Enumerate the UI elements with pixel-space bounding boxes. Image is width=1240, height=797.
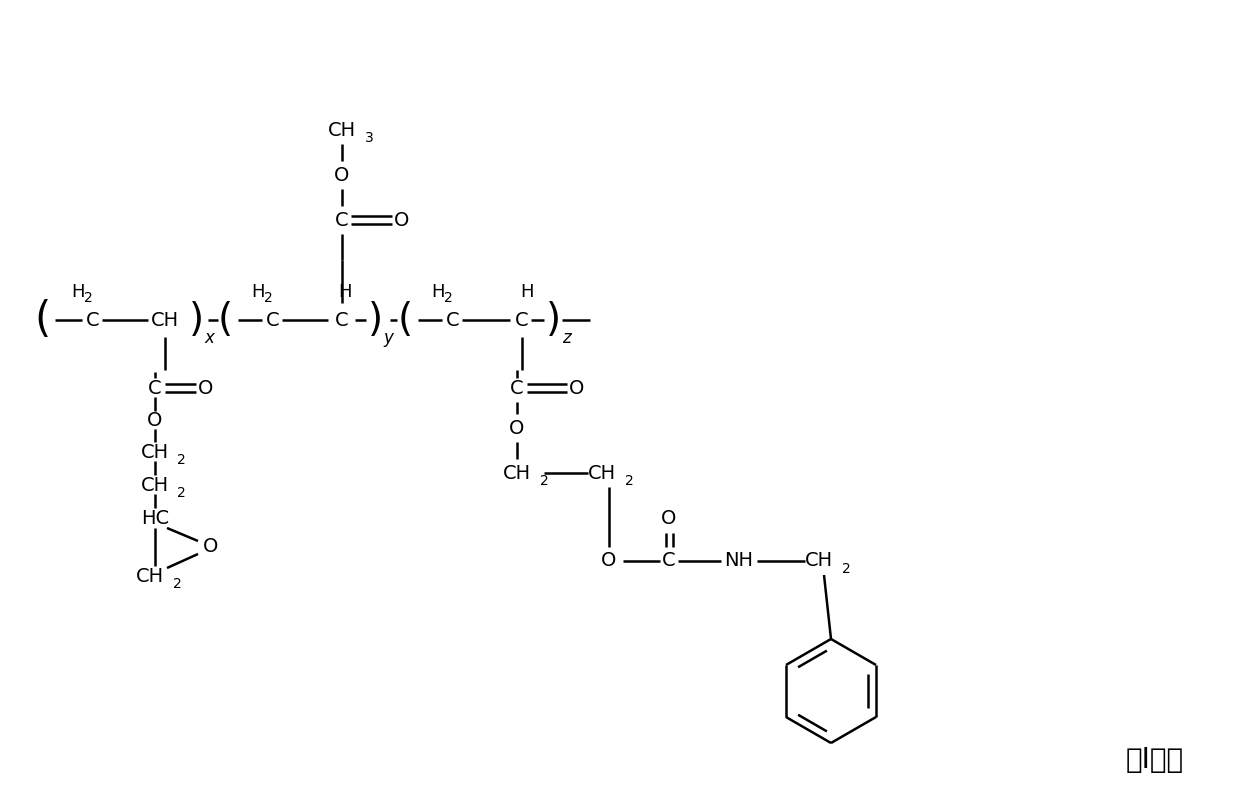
Text: O: O	[335, 166, 350, 184]
Text: ): )	[367, 301, 383, 339]
Text: 2: 2	[444, 291, 453, 305]
Text: H: H	[252, 283, 265, 301]
Text: HC: HC	[141, 508, 169, 528]
Text: 2: 2	[172, 577, 181, 591]
Text: CH: CH	[588, 464, 616, 482]
Text: 2: 2	[176, 486, 185, 500]
Text: CH: CH	[805, 552, 833, 571]
Text: C: C	[515, 311, 528, 329]
Text: 2: 2	[264, 291, 273, 305]
Text: CH: CH	[151, 311, 179, 329]
Text: C: C	[446, 311, 460, 329]
Text: 2: 2	[539, 474, 548, 488]
Text: （Ⅰ）；: （Ⅰ）；	[1126, 746, 1184, 774]
Text: z: z	[562, 329, 570, 347]
Text: CH: CH	[503, 464, 531, 482]
Text: C: C	[335, 311, 348, 329]
Text: O: O	[569, 379, 585, 398]
Text: 2: 2	[176, 453, 185, 467]
Text: C: C	[87, 311, 99, 329]
Text: O: O	[394, 210, 409, 230]
Text: (: (	[217, 301, 233, 339]
Text: O: O	[203, 536, 218, 556]
Text: C: C	[149, 379, 161, 398]
Text: ): )	[188, 301, 203, 339]
Text: CH: CH	[141, 442, 169, 461]
Text: (: (	[33, 299, 50, 341]
Text: CH: CH	[141, 476, 169, 494]
Text: O: O	[510, 418, 525, 438]
Text: y: y	[383, 329, 393, 347]
Text: CH: CH	[327, 120, 356, 139]
Text: 2: 2	[83, 291, 92, 305]
Text: C: C	[335, 210, 348, 230]
Text: O: O	[601, 552, 616, 571]
Text: O: O	[198, 379, 213, 398]
Text: H: H	[432, 283, 445, 301]
Text: NH: NH	[724, 552, 754, 571]
Text: ): )	[546, 301, 560, 339]
Text: H: H	[71, 283, 84, 301]
Text: C: C	[267, 311, 280, 329]
Text: O: O	[661, 509, 677, 528]
Text: 3: 3	[365, 131, 373, 145]
Text: H: H	[521, 283, 533, 301]
Text: H: H	[339, 283, 352, 301]
Text: C: C	[510, 379, 523, 398]
Text: (: (	[398, 301, 413, 339]
Text: x: x	[205, 329, 215, 347]
Text: O: O	[148, 410, 162, 430]
Text: 2: 2	[842, 562, 851, 576]
Text: CH: CH	[136, 567, 164, 586]
Text: C: C	[662, 552, 676, 571]
Text: 2: 2	[625, 474, 634, 488]
